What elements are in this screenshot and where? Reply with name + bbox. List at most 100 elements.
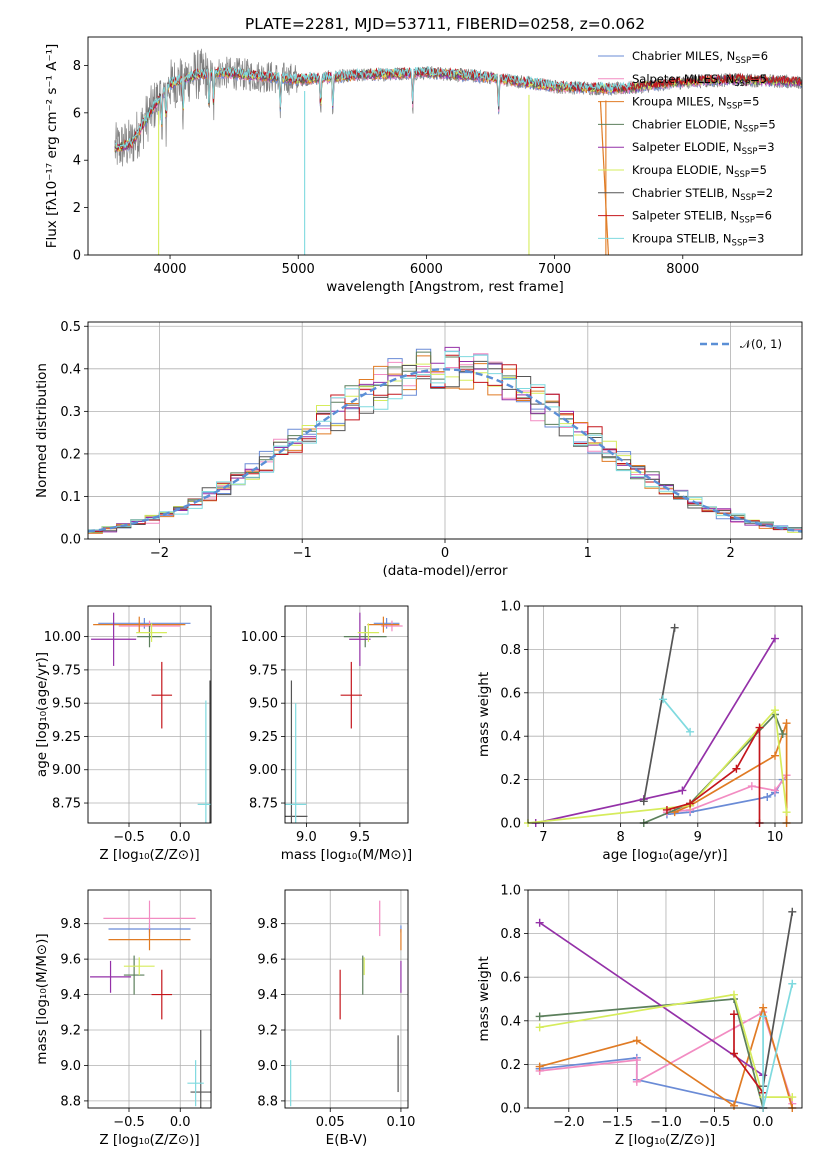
mw_age-ytick-label: 0.2 (500, 773, 521, 788)
residuals-ytick-label: 0.4 (60, 362, 81, 377)
mw_z-xtick-label: 0.0 (753, 1115, 774, 1130)
mw-marker-sm (770, 786, 779, 795)
age_mass-ytick-label: 9.00 (249, 763, 278, 778)
age_z-xtick-label: −0.5 (113, 830, 145, 845)
residuals-ytick-label: 0.0 (60, 533, 81, 548)
spectrum-ytick-label: 6 (73, 106, 81, 121)
legend-label-sm: Salpeter MILES, NSSP=5 (632, 72, 767, 89)
legend-label-cm: Chabrier MILES, NSSP=6 (632, 49, 768, 66)
mass_z-ylabel: mass [log₁₀(M/M⊙)] (34, 933, 50, 1064)
mw-marker-ks (759, 1012, 768, 1021)
age_mass-ytick-label: 9.50 (249, 697, 278, 712)
mass_ebv-xtick-label: 0.10 (386, 1115, 415, 1130)
mw-marker-km (770, 751, 779, 760)
age_mass-ytick-label: 8.75 (249, 797, 278, 812)
mw-marker-cs (670, 623, 679, 632)
mass_ebv-axes: 0.05 0.10 8.8 9.0 9.2 9.4 9.6 9.8 E(B-V) (257, 890, 415, 1148)
residuals-xtick-label: −2 (150, 546, 169, 561)
mass_ebv-ytick-label: 9.8 (257, 917, 278, 932)
mw-marker-km (729, 1101, 738, 1110)
mw-line-cs (642, 627, 676, 802)
mw_age-xlabel: age [log₁₀(age/yr)] (602, 847, 727, 863)
mw_z-ytick-label: 0.4 (500, 1014, 521, 1029)
mw_z-frame (527, 889, 803, 1109)
mw-line-ke (539, 993, 793, 1098)
spectrum-ytick-label: 4 (73, 154, 81, 169)
mw_z-xtick-label: −1.0 (650, 1115, 682, 1130)
mw_z-ytick-label: 0.2 (500, 1058, 521, 1073)
legend-label-normal: 𝒩(0, 1) (740, 337, 782, 351)
mw-marker-ce (778, 730, 787, 739)
mass_z-xlabel: Z [log₁₀(Z/Z⊙)] (99, 1132, 199, 1148)
mass_z-frame (87, 889, 212, 1109)
legend-label-se: Salpeter ELODIE, NSSP=3 (632, 140, 775, 157)
mass_z-axes: −0.5 0.0 8.8 9.0 9.2 9.4 9.6 9.8 Z [log₁₀(Z/Z⊙)] (60, 890, 211, 1148)
figure-title: PLATE=2281, MJD=53711, FIBERID=0258, z=0… (245, 15, 645, 33)
mw-marker-ss (729, 1010, 738, 1019)
age_mass-frame (284, 605, 409, 824)
age_z-ylabel: age [log₁₀(age/yr)] (34, 652, 50, 777)
mw-marker-sm (747, 782, 756, 791)
mass_ebv-ytick-label: 9.0 (257, 1059, 278, 1074)
mw_z-ylabel: mass weight (476, 956, 492, 1041)
age_z-ytick-label: 9.75 (52, 663, 81, 678)
residuals-xtick-label: 0 (441, 546, 449, 561)
normal-curve (88, 368, 802, 533)
mw-marker-ks (788, 979, 797, 988)
residuals-ytick-label: 0.1 (60, 490, 81, 505)
mw-marker-km (782, 719, 791, 728)
mw-marker-ke (782, 808, 791, 817)
mass_ebv-ytick-label: 9.6 (257, 953, 278, 968)
mw-marker-ss (729, 1049, 738, 1058)
age_z-xtick-label: 0.0 (170, 830, 191, 845)
mass_z-ytick-label: 9.2 (60, 1024, 81, 1039)
mw_age-ytick-label: 1.0 (500, 600, 521, 615)
spectrum-ytick-label: 0 (73, 249, 81, 264)
mw_z-ytick-label: 1.0 (500, 884, 521, 899)
age_z-frame (87, 605, 212, 824)
residuals-ytick-label: 0.2 (60, 447, 81, 462)
mass_ebv-xtick-label: 0.05 (316, 1115, 345, 1130)
mw-line-cs (762, 911, 794, 1087)
mw-line-ks (662, 698, 691, 733)
mw_age-ytick-label: 0.6 (500, 686, 521, 701)
mass_z-ytick-label: 9.8 (60, 917, 81, 932)
model-drop-km (599, 100, 610, 255)
mw_age-xtick-label: 10 (767, 830, 784, 845)
mw-marker-cs (639, 797, 648, 806)
spectrum-frame (87, 36, 803, 256)
mw_z-xtick-label: −1.5 (602, 1115, 634, 1130)
spectrum-ylabel: Flux [fλ10⁻¹⁷ erg cm⁻² s⁻¹ A⁻¹] (44, 44, 60, 249)
residuals-xlabel: (data-model)/error (382, 563, 508, 579)
mw_z-xlabel: Z [log₁₀(Z/Z⊙)] (615, 1132, 715, 1148)
age_z-ytick-label: 9.50 (52, 697, 81, 712)
residuals-ytick-label: 0.5 (60, 320, 81, 335)
mw-marker-ss (686, 799, 695, 808)
age_z-ytick-label: 10.00 (44, 630, 81, 645)
legend-label-km: Kroupa MILES, NSSP=5 (632, 95, 759, 112)
mw-line-ke (528, 708, 788, 823)
mass_ebv-ytick-label: 8.8 (257, 1094, 278, 1109)
mw-marker-sm (632, 1077, 641, 1086)
mw_z-xtick-label: −2.0 (553, 1115, 585, 1130)
mw_age-ytick-label: 0.8 (500, 643, 521, 658)
mw-marker-ss (732, 764, 741, 773)
spectrum-ytick-label: 8 (73, 59, 81, 74)
mw_age-ytick-label: 0.4 (500, 730, 521, 745)
mw-marker-km (759, 1003, 768, 1012)
age_mass-axes: 9.0 9.5 8.75 9.00 9.25 9.50 9.75 10.00 mass [log… (241, 606, 412, 863)
mw-marker-km (535, 1062, 544, 1071)
mw-marker-se (678, 786, 687, 795)
mw_age-xtick-label: 7 (539, 830, 547, 845)
spectrum-xlabel: wavelength [Angstrom, rest frame] (326, 279, 564, 295)
age_z-axes: −0.5 0.0 8.75 9.00 9.25 9.50 9.75 10.00 Z [log₁₀… (44, 606, 211, 863)
mw-marker-ss (662, 805, 671, 814)
spectrum-xtick-label: 4000 (153, 262, 186, 277)
age_z-ytick-label: 9.25 (52, 730, 81, 745)
mw-marker-ke (788, 1093, 797, 1102)
mw-marker-ke (729, 990, 738, 999)
mw_z-ytick-label: 0.0 (500, 1102, 521, 1117)
spectrum-xtick-label: 6000 (410, 262, 443, 277)
mw-marker-ke (770, 706, 779, 715)
